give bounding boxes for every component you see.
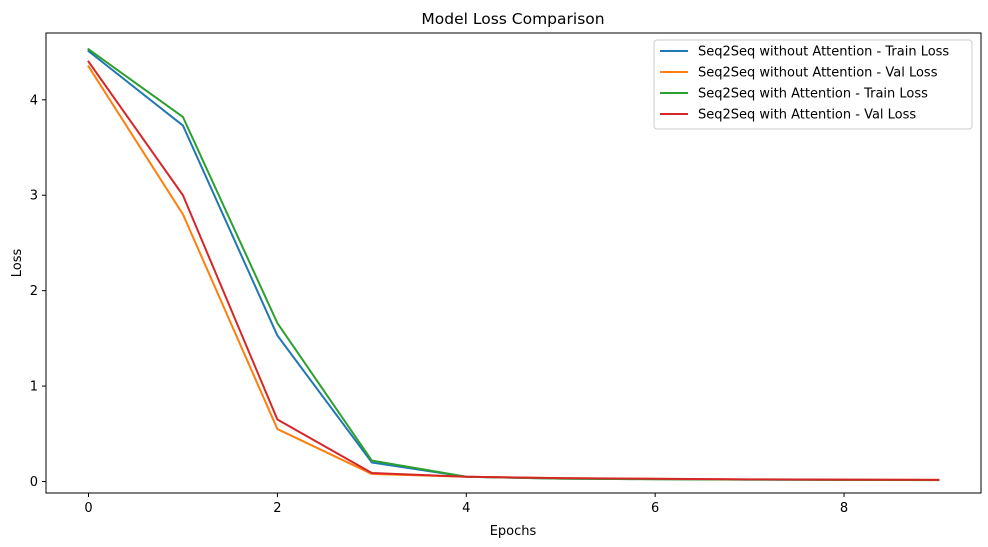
x-tick-label: 6	[651, 501, 659, 516]
y-tick-label: 0	[30, 475, 38, 490]
y-axis-label: Loss	[10, 249, 25, 278]
legend-label-1: Seq2Seq without Attention - Train Loss	[698, 45, 949, 60]
x-tick-label: 0	[84, 501, 92, 516]
y-axis-ticks: 0 1 2 3 4	[30, 93, 46, 490]
plot-lines	[87, 47, 940, 482]
plot-area-frame	[45, 32, 982, 494]
x-axis-ticks: 0 2 4 6 8	[84, 493, 848, 516]
x-tick-label: 4	[462, 501, 470, 516]
legend-label-3: Seq2Seq with Attention - Train Loss	[698, 87, 928, 102]
legend: Seq2Seq without Attention - Train Loss Se…	[653, 39, 973, 130]
y-tick-label: 4	[30, 93, 38, 108]
x-axis-label: Epochs	[490, 524, 537, 539]
y-tick-label: 1	[30, 380, 38, 395]
series-line-4	[87, 60, 940, 481]
y-tick-label: 3	[30, 189, 38, 204]
y-tick-label: 2	[30, 284, 38, 299]
legend-label-4: Seq2Seq with Attention - Val Loss	[698, 108, 916, 123]
legend-label-2: Seq2Seq without Attention - Val Loss	[698, 66, 938, 81]
x-tick-label: 2	[273, 501, 281, 516]
legend-box	[653, 39, 973, 130]
chart-title: Model Loss Comparison	[421, 10, 604, 28]
x-tick-label: 8	[840, 501, 848, 516]
